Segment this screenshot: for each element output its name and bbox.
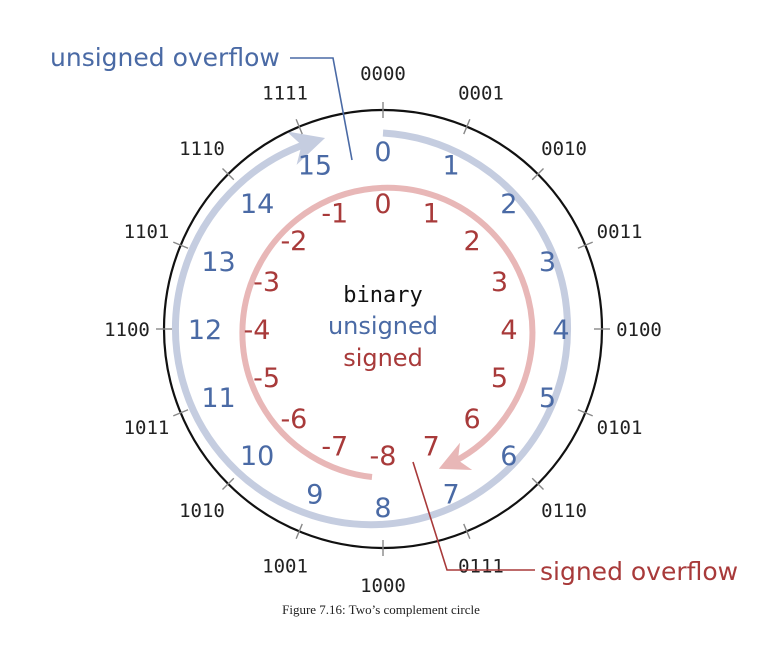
signed-label: 4 — [500, 315, 517, 346]
unsigned-label: 12 — [188, 315, 222, 346]
binary-label: 1000 — [360, 575, 406, 597]
unsigned-label: 1 — [443, 151, 460, 182]
binary-label: 0100 — [616, 319, 662, 341]
tick-mark — [463, 119, 471, 135]
tick-mark — [295, 119, 303, 135]
binary-label: 1110 — [179, 138, 225, 160]
binary-labels: 0000000100100011010001010110011110001001… — [104, 63, 662, 597]
tick-mark — [531, 167, 545, 181]
tick-mark — [577, 409, 593, 417]
binary-label: 0110 — [541, 500, 587, 522]
tick-mark — [173, 241, 189, 249]
unsigned-label: 5 — [539, 383, 556, 414]
signed-label: 3 — [491, 267, 508, 298]
signed-direction-arc — [239, 184, 536, 480]
binary-label: 1100 — [104, 319, 150, 341]
unsigned-label: 11 — [201, 383, 235, 414]
binary-label: 1001 — [262, 556, 308, 578]
signed-label: -2 — [280, 226, 307, 257]
signed-label: 0 — [374, 189, 391, 220]
unsigned-label: 2 — [500, 189, 517, 220]
legend-unsigned: unsigned — [328, 312, 438, 340]
binary-label: 0001 — [458, 82, 504, 104]
binary-label: 0101 — [597, 417, 643, 439]
unsigned-label: 13 — [201, 247, 235, 278]
signed-label: 2 — [464, 226, 481, 257]
unsigned-label: 10 — [240, 441, 274, 472]
unsigned-label: 0 — [374, 137, 391, 168]
legend-binary: binary — [343, 283, 422, 308]
figure-caption: Figure 7.16: Two’s complement circle — [282, 602, 480, 617]
signed-label: 5 — [491, 363, 508, 394]
unsigned-label: 6 — [500, 441, 517, 472]
unsigned-label: 9 — [306, 479, 323, 510]
binary-label: 0000 — [360, 63, 406, 85]
signed-overflow-pointer — [412, 461, 535, 571]
unsigned-direction-arc — [172, 129, 571, 529]
unsigned-label: 7 — [443, 479, 460, 510]
binary-label: 0010 — [541, 138, 587, 160]
signed-label: -8 — [370, 441, 397, 472]
binary-label: 1101 — [124, 221, 170, 243]
signed-label: -7 — [321, 431, 348, 462]
signed-label: -3 — [253, 267, 280, 298]
tick-mark — [173, 409, 189, 417]
unsigned-label: 4 — [552, 315, 569, 346]
unsigned-overflow-pointer — [290, 57, 353, 161]
signed-label: 6 — [464, 404, 481, 435]
tick-mark — [577, 241, 593, 249]
tick-mark — [463, 523, 471, 539]
unsigned-label: 8 — [374, 493, 391, 524]
tick-mark — [295, 523, 303, 539]
signed-label: -6 — [280, 404, 307, 435]
signed-label: 7 — [423, 431, 440, 462]
tick-mark — [531, 477, 545, 491]
signed-label: -5 — [253, 363, 280, 394]
unsigned-label: 14 — [240, 189, 274, 220]
tick-marks — [156, 102, 610, 556]
tick-mark — [221, 167, 235, 181]
signed-label: -1 — [321, 199, 348, 230]
legend-signed: signed — [343, 344, 423, 372]
binary-label: 1111 — [262, 82, 308, 104]
unsigned-overflow-label: unsigned overflow — [50, 43, 280, 72]
signed-overflow-label: signed overflow — [540, 557, 738, 586]
binary-label: 1011 — [124, 417, 170, 439]
unsigned-label: 15 — [298, 151, 332, 182]
signed-label: 1 — [423, 199, 440, 230]
tick-mark — [221, 477, 235, 491]
unsigned-label: 3 — [539, 247, 556, 278]
signed-label: -4 — [244, 315, 271, 346]
binary-label: 1010 — [179, 500, 225, 522]
binary-label: 0111 — [458, 556, 504, 578]
binary-label: 0011 — [597, 221, 643, 243]
